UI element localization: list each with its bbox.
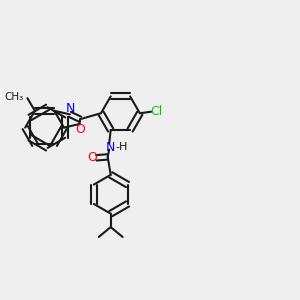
Text: CH₃: CH₃: [4, 92, 23, 102]
Text: N: N: [105, 141, 115, 154]
Text: O: O: [88, 151, 98, 164]
Text: O: O: [76, 123, 85, 136]
Text: -H: -H: [116, 142, 128, 152]
Text: N: N: [66, 103, 75, 116]
Text: Cl: Cl: [150, 105, 162, 118]
